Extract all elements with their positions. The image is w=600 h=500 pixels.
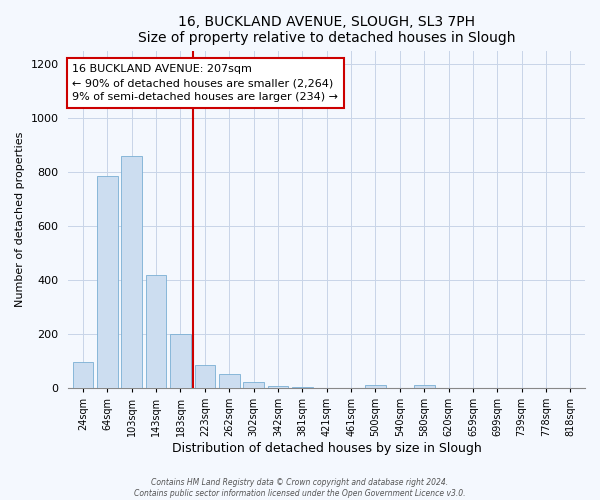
Bar xyxy=(268,386,289,388)
Bar xyxy=(97,176,118,388)
Bar xyxy=(170,334,191,388)
Bar xyxy=(146,274,166,388)
Bar xyxy=(73,362,94,388)
Bar xyxy=(121,156,142,388)
Bar xyxy=(365,385,386,388)
Bar xyxy=(414,385,434,388)
Text: 16 BUCKLAND AVENUE: 207sqm
← 90% of detached houses are smaller (2,264)
9% of se: 16 BUCKLAND AVENUE: 207sqm ← 90% of deta… xyxy=(72,64,338,102)
Y-axis label: Number of detached properties: Number of detached properties xyxy=(15,132,25,307)
X-axis label: Distribution of detached houses by size in Slough: Distribution of detached houses by size … xyxy=(172,442,482,455)
Text: Contains HM Land Registry data © Crown copyright and database right 2024.
Contai: Contains HM Land Registry data © Crown c… xyxy=(134,478,466,498)
Bar xyxy=(219,374,239,388)
Bar xyxy=(243,382,264,388)
Title: 16, BUCKLAND AVENUE, SLOUGH, SL3 7PH
Size of property relative to detached house: 16, BUCKLAND AVENUE, SLOUGH, SL3 7PH Siz… xyxy=(138,15,515,45)
Bar xyxy=(194,365,215,388)
Bar xyxy=(292,386,313,388)
